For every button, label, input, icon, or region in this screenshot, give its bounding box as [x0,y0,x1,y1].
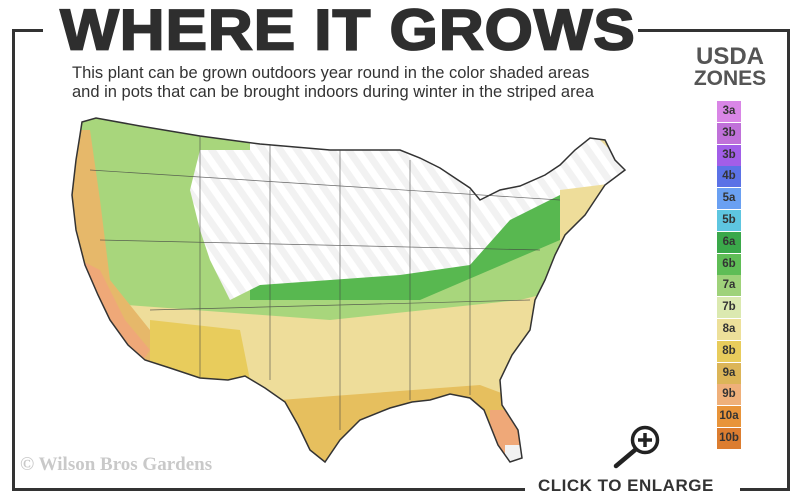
legend-title: USDA ZONES [680,43,780,90]
legend-zone-3a: 3a [717,101,741,122]
zone-fills [72,118,625,462]
legend-zone-5b: 5b [717,209,741,231]
legend-zone-6b: 6b [717,253,741,275]
legend-zone-3b: 3b [717,122,741,144]
legend-zone-8a: 8a [717,318,741,340]
click-to-enlarge-button[interactable]: CLICK TO ENLARGE [538,476,714,495]
legend-title-usda: USDA [695,43,764,70]
frame-top-right [638,29,790,32]
legend-zone-7a: 7a [717,275,741,297]
legend-zone-10a: 10a [717,406,741,428]
legend-zone-7b: 7b [717,297,741,319]
magnifier-plus-icon[interactable] [610,424,664,470]
subtitle-line-1: This plant can be grown outdoors year ro… [72,64,590,82]
legend-zone-9b: 9b [717,384,741,406]
zone-south-florida-area [505,445,530,462]
frame-bottom-right [740,488,790,491]
subtitle-line-2: and in pots that can be brought indoors … [72,83,594,101]
frame-left [12,29,15,491]
legend-zone-8b: 8b [717,340,741,362]
legend-zone-10b: 10b [717,427,741,449]
subtitle: This plant can be grown outdoors year ro… [72,64,662,102]
state-lines [89,136,561,430]
legend-zone-6a: 6a [717,231,741,253]
copyright-watermark: © Wilson Bros Gardens [20,454,213,475]
frame-right [787,29,790,491]
frame-bottom-left [12,488,525,491]
zone-9-gulf-area [280,385,520,462]
legend-zone-5a: 5a [717,188,741,210]
zone-legend: 3a 3b 3b 4b 5a 5b 6a 6b 7a 7b 8a 8b 9a 9b 10a 10b [717,101,741,450]
legend-zone-4b: 4b [717,166,741,188]
legend-zone-3b: 3b [717,144,741,166]
legend-zone-9a: 9a [717,362,741,384]
striped-indoor-area [190,150,560,300]
legend-title-zones: ZONES [693,67,767,90]
frame-top-left [12,29,43,32]
page-title: WHERE IT GROWS [59,0,636,63]
